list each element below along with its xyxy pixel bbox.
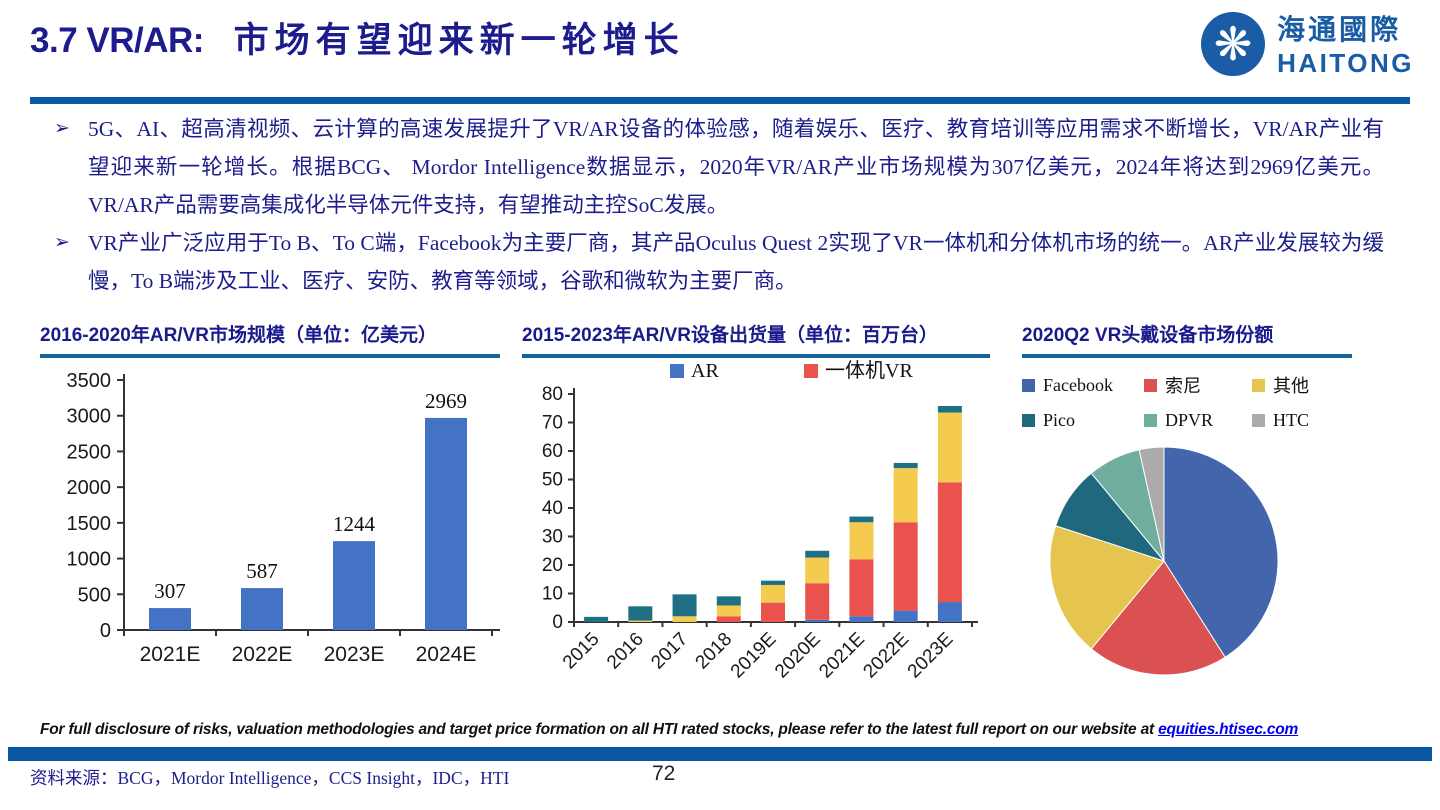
svg-text:2021E: 2021E (815, 629, 869, 683)
legend-label: Pico (1043, 410, 1076, 430)
svg-text:70: 70 (542, 413, 563, 434)
chart-title: 2015-2023年AR/VR设备出货量（单位：百万台） (522, 325, 938, 346)
svg-text:3500: 3500 (67, 370, 112, 392)
legend-swatch-icon (1022, 414, 1035, 427)
svg-text:60: 60 (542, 441, 563, 462)
disclaimer-text: For full disclosure of risks, valuation … (40, 721, 1159, 738)
footer-divider (8, 747, 1432, 761)
svg-text:2969: 2969 (425, 389, 467, 413)
svg-text:1244: 1244 (333, 512, 376, 536)
disclaimer-link[interactable]: equities.htisec.com (1158, 721, 1299, 738)
legend-label: Facebook (1043, 374, 1113, 395)
legend-swatch-icon (1144, 414, 1157, 427)
bullet-item: ➢ VR产业广泛应用于To B、To C端，Facebook为主要厂商，其产品O… (54, 224, 1384, 300)
svg-text:2500: 2500 (67, 441, 112, 463)
svg-text:2024E: 2024E (416, 643, 477, 666)
svg-text:2000: 2000 (67, 477, 112, 499)
source-text: 资料来源：BCG，Mordor Intelligence，CCS Insight… (30, 768, 510, 788)
legend-swatch-icon (1252, 378, 1265, 392)
svg-text:0: 0 (100, 620, 111, 642)
svg-text:50: 50 (542, 470, 563, 491)
chart-title: 2020Q2 VR头戴设备市场份额 (1022, 325, 1274, 346)
svg-text:3000: 3000 (67, 406, 112, 428)
shipments-chart-block: 2015-2023年AR/VR设备出货量（单位：百万台） 0 10 20 30 40 50… (522, 320, 990, 711)
logo-text-cn: 海通國際 (1277, 14, 1402, 45)
svg-text:2021E: 2021E (140, 643, 201, 666)
svg-text:2023E: 2023E (324, 643, 385, 666)
svg-text:AR: AR (691, 360, 719, 382)
chart-title-underline (40, 354, 500, 358)
svg-text:2020E: 2020E (771, 629, 825, 683)
legend-label: 索尼 (1165, 376, 1201, 396)
legend-swatch-icon (1144, 378, 1157, 392)
svg-text:2017: 2017 (647, 629, 692, 674)
svg-text:0: 0 (552, 612, 563, 633)
pie-legend: Facebook 索尼 其他 Pico DPVR HTC (1022, 372, 1352, 431)
chart-title-underline (522, 354, 990, 358)
svg-text:1000: 1000 (67, 549, 112, 571)
market-size-bar-chart: 0 500 1000 1500 2000 2500 3000 3500 307 2021E 587 2… (67, 370, 500, 666)
legend-item: Facebook (1022, 372, 1144, 398)
bullet-item: ➢ 5G、AI、超高清视频、云计算的高速发展提升了VR/AR设备的体验感，随着娱… (54, 110, 1384, 224)
bullet-text: 5G、AI、超高清视频、云计算的高速发展提升了VR/AR设备的体验感，随着娱乐、… (88, 117, 1384, 217)
page-title-main: 市场有望迎来新一轮增长 (233, 21, 685, 60)
chart-title-underline (1022, 354, 1352, 358)
svg-text:2022E: 2022E (232, 643, 293, 666)
svg-text:2019E: 2019E (727, 629, 781, 683)
page-number: 72 (652, 762, 676, 785)
svg-text:20: 20 (542, 555, 563, 576)
svg-text:10: 10 (542, 584, 563, 605)
legend-item: 索尼 (1144, 372, 1252, 398)
bullet-arrow-icon: ➢ (54, 118, 70, 139)
market-size-chart-block: 2016-2020年AR/VR市场规模（单位：亿美元） 0 500 1000 1500… (40, 320, 500, 703)
legend-item: HTC (1252, 410, 1340, 431)
svg-text:30: 30 (542, 527, 563, 548)
svg-text:500: 500 (78, 584, 111, 606)
legend-label: HTC (1273, 410, 1309, 430)
svg-text:2015: 2015 (559, 629, 604, 674)
svg-text:1500: 1500 (67, 513, 112, 535)
legend-item: DPVR (1144, 410, 1252, 431)
svg-text:2016: 2016 (603, 629, 648, 674)
svg-text:一体机VR: 一体机VR (825, 359, 913, 382)
legend-item: Pico (1022, 410, 1144, 431)
haitong-logo: ❋ 海通國際 HAITONG (1201, 8, 1414, 79)
svg-text:80: 80 (542, 384, 563, 405)
haitong-logo-text: 海通國際 HAITONG (1277, 8, 1414, 79)
bullet-arrow-icon: ➢ (54, 232, 70, 253)
legend-swatch-icon (1022, 378, 1035, 392)
legend-label: 其他 (1273, 376, 1309, 396)
svg-text:2023E: 2023E (904, 629, 958, 683)
legend-swatch-icon (1252, 414, 1265, 427)
svg-text:40: 40 (542, 498, 563, 519)
legend-label: DPVR (1165, 410, 1214, 430)
svg-text:587: 587 (246, 559, 278, 583)
page-title: 3.7 VR/AR: 市场有望迎来新一轮增长 (30, 12, 1120, 63)
market-share-pie-chart (1049, 446, 1279, 676)
legend-item: 其他 (1252, 372, 1340, 398)
chart-title: 2016-2020年AR/VR市场规模（单位：亿美元） (40, 325, 437, 346)
bullet-text: VR产业广泛应用于To B、To C端，Facebook为主要厂商，其产品Ocu… (88, 231, 1384, 293)
header: 3.7 VR/AR: 市场有望迎来新一轮增长 (30, 12, 1120, 63)
page-title-prefix: 3.7 VR/AR: (30, 21, 204, 60)
footer-disclaimer: For full disclosure of risks, valuation … (40, 721, 1298, 739)
market-share-chart-block: 2020Q2 VR头戴设备市场份额 Facebook 索尼 其他 Pico DPVR HT… (1022, 320, 1352, 694)
bullet-list: ➢ 5G、AI、超高清视频、云计算的高速发展提升了VR/AR设备的体验感，随着娱… (54, 110, 1384, 300)
haitong-swirl-icon: ❋ (1201, 11, 1266, 76)
logo-text-en: HAITONG (1277, 48, 1414, 78)
header-divider (30, 97, 1410, 104)
svg-text:307: 307 (154, 579, 186, 603)
svg-text:2022E: 2022E (859, 629, 913, 683)
